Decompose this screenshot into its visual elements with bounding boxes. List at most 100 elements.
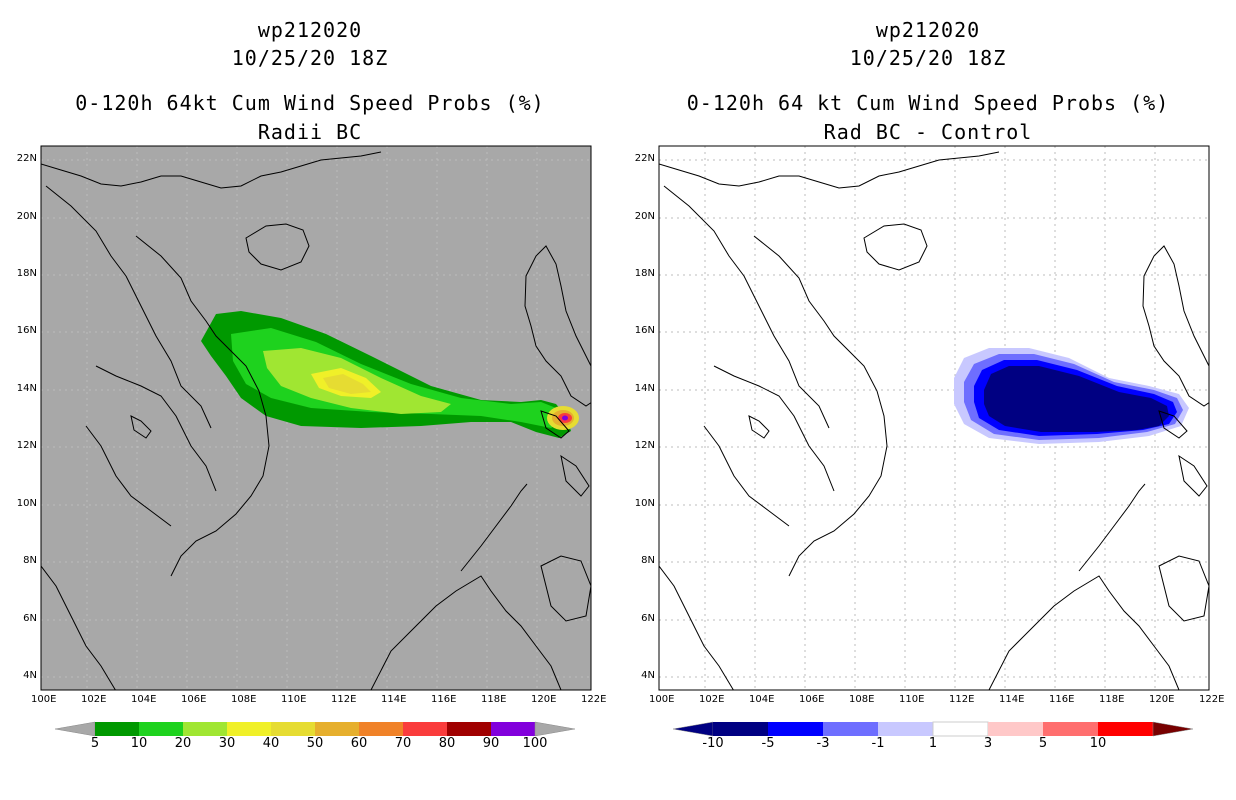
right-colorbar	[673, 721, 1193, 737]
prob-40	[323, 374, 371, 394]
left-storm-id: wp212020	[257, 18, 363, 42]
colorbar-swatch	[491, 722, 535, 736]
colorbar-label: 100	[522, 736, 548, 751]
prob-10	[231, 328, 563, 428]
colorbar-label: -1	[871, 736, 885, 751]
lon-tick-label: 120E	[1149, 694, 1175, 705]
colorbar-label: 3	[983, 736, 993, 751]
colorbar-swatch	[447, 722, 491, 736]
colorbar-swatch	[227, 722, 271, 736]
colorbar-label: 50	[306, 736, 324, 751]
prob-5	[201, 311, 571, 438]
diff-minus10	[984, 366, 1169, 432]
colorbar-label: 5	[1038, 736, 1048, 751]
lat-tick-label: 12N	[634, 440, 655, 451]
right-time: 10/25/20 18Z	[849, 46, 1007, 70]
colorbar-right-end	[534, 721, 575, 737]
colorbar-label: -10	[702, 736, 724, 751]
colorbar-label: 1	[928, 736, 938, 751]
lon-tick-label: 104E	[749, 694, 775, 705]
prob-50-luzon	[552, 410, 574, 426]
lon-tick-label: 120E	[531, 694, 557, 705]
lon-tick-label: 116E	[431, 694, 457, 705]
colorbar-swatch	[878, 722, 933, 736]
lon-tick-label: 106E	[181, 694, 207, 705]
colorbar-label: 10	[1089, 736, 1107, 751]
lon-tick-label: 110E	[281, 694, 307, 705]
lat-tick-label: 22N	[634, 153, 655, 164]
left-time: 10/25/20 18Z	[231, 46, 389, 70]
lat-tick-label: 20N	[16, 211, 37, 222]
colorbar-label: 90	[482, 736, 500, 751]
colorbar-swatch	[713, 722, 768, 736]
lat-tick-label: 18N	[634, 268, 655, 279]
lat-tick-label: 4N	[641, 670, 655, 681]
diff-minus1	[954, 348, 1189, 444]
lon-tick-label: 118E	[1099, 694, 1125, 705]
left-subtitle: Radii BC	[257, 120, 363, 144]
lon-tick-label: 114E	[381, 694, 407, 705]
diff-minus5	[974, 360, 1177, 436]
colorbar-left-end	[673, 721, 714, 737]
lon-tick-label: 104E	[131, 694, 157, 705]
lat-tick-label: 20N	[634, 211, 655, 222]
left-title: 0-120h 64kt Cum Wind Speed Probs (%)	[75, 91, 545, 115]
lat-tick-label: 8N	[23, 555, 37, 566]
lat-tick-label: 22N	[16, 153, 37, 164]
left-colorbar	[55, 721, 575, 737]
lon-tick-label: 108E	[849, 694, 875, 705]
colorbar-label: 10	[130, 736, 148, 751]
lat-tick-label: 12N	[16, 440, 37, 451]
lon-tick-label: 100E	[649, 694, 675, 705]
lat-tick-label: 10N	[634, 498, 655, 509]
lon-tick-label: 112E	[331, 694, 357, 705]
lon-tick-label: 116E	[1049, 694, 1075, 705]
colorbar-label: 80	[438, 736, 456, 751]
right-storm-id: wp212020	[875, 18, 981, 42]
colorbar-label: -3	[816, 736, 830, 751]
colorbar-swatch	[95, 722, 139, 736]
lon-tick-label: 108E	[231, 694, 257, 705]
prob-70-luzon	[558, 413, 572, 423]
lat-tick-label: 16N	[634, 325, 655, 336]
colorbar-label: 30	[218, 736, 236, 751]
colorbar-swatch	[1043, 722, 1098, 736]
lat-tick-label: 10N	[16, 498, 37, 509]
right-map-background	[659, 146, 1209, 690]
colorbar-swatch	[1098, 722, 1153, 736]
right-title: 0-120h 64 kt Cum Wind Speed Probs (%)	[686, 91, 1170, 115]
colorbar-right-end	[1152, 721, 1193, 737]
colorbar-label: 5	[90, 736, 100, 751]
colorbar-label: 70	[394, 736, 412, 751]
lat-tick-label: 4N	[23, 670, 37, 681]
lat-tick-label: 8N	[641, 555, 655, 566]
lon-tick-label: 122E	[581, 694, 607, 705]
colorbar-label: 40	[262, 736, 280, 751]
lon-tick-label: 114E	[999, 694, 1025, 705]
colorbar-label: 20	[174, 736, 192, 751]
lat-tick-label: 14N	[634, 383, 655, 394]
prob-90-luzon	[562, 415, 568, 421]
colorbar-label: -5	[761, 736, 775, 751]
colorbar-swatch	[139, 722, 183, 736]
right-subtitle: Rad BC - Control	[823, 120, 1033, 144]
diff-minus3	[964, 354, 1183, 440]
colorbar-swatch	[183, 722, 227, 736]
lon-tick-label: 122E	[1199, 694, 1225, 705]
lat-tick-label: 14N	[16, 383, 37, 394]
colorbar-swatch	[988, 722, 1043, 736]
lon-tick-label: 100E	[31, 694, 57, 705]
right-map-frame	[658, 145, 1210, 691]
colorbar-swatch	[932, 721, 989, 737]
lat-tick-label: 6N	[23, 613, 37, 624]
colorbar-swatch	[768, 722, 823, 736]
lon-tick-label: 110E	[899, 694, 925, 705]
left-map-background	[41, 146, 591, 690]
colorbar-swatch	[403, 722, 447, 736]
left-map-frame	[40, 145, 592, 691]
colorbar-swatch	[315, 722, 359, 736]
colorbar-left-end	[55, 721, 96, 737]
lat-tick-label: 16N	[16, 325, 37, 336]
lat-tick-label: 18N	[16, 268, 37, 279]
colorbar-swatch	[359, 722, 403, 736]
